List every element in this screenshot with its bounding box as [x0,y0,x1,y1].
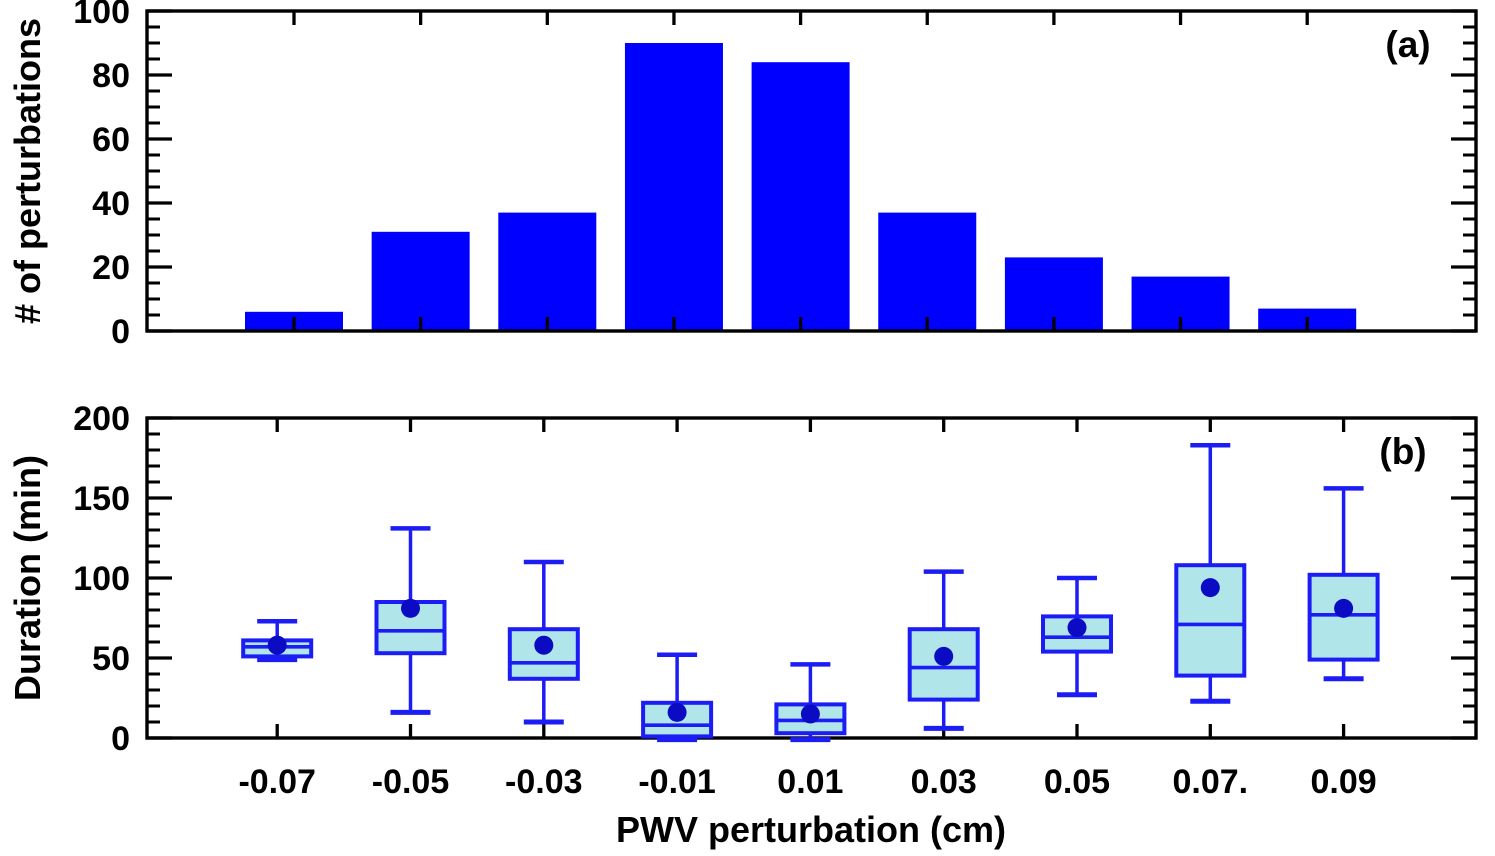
mean-marker [667,702,687,722]
x-tick-label: -0.03 [505,763,583,801]
x-tick-label: -0.07 [238,763,316,801]
histogram-bar [751,62,850,331]
box-plot [1041,575,1113,698]
y-tick-label: 60 [92,121,130,159]
histogram-bar [371,231,470,331]
iqr-box [907,627,980,702]
x-tick-label: -0.05 [372,763,450,801]
mean-marker [800,704,820,724]
x-tick-label: 0.03 [911,763,977,801]
y-tick-label: 40 [92,185,130,223]
y-tick-label: 100 [73,0,130,31]
y-tick-label: 150 [73,480,130,518]
x-axis-title: PWV perturbation (cm) [616,809,1006,850]
mean-marker [267,635,287,655]
panel-frame [145,9,1478,333]
y-tick-label: 0 [111,313,130,351]
histogram-bar [498,212,597,331]
box-plot [774,662,847,743]
y-tick-label: 200 [73,400,130,438]
box-plot [374,526,447,715]
mean-marker [401,598,420,618]
panel-b-label: (b) [1379,431,1426,472]
box-plot [507,559,580,725]
panel-a-label: (a) [1385,24,1430,65]
panel-b-boxplot: 0 50 100 150 200 -0.07 -0.05 -0.03 -0.01 0.01 0.03… [73,400,1478,801]
mean-marker [934,646,954,666]
panel-b-y-axis-title: Duration (min) [7,455,48,701]
box-plot [1174,442,1247,704]
box-plot [641,652,714,743]
box-plot [241,618,314,663]
mean-marker [1200,578,1220,598]
box-plot [907,569,980,731]
box-plot [1307,486,1380,682]
panel-a-y-axis-title: # of perturbations [7,18,48,324]
mean-marker [534,635,554,655]
x-tick-label: 0.01 [777,763,843,801]
panel-a-histogram: 0 20 40 60 80 100 [73,0,1478,351]
histogram-bar [624,43,723,331]
y-tick-label: 0 [111,720,130,758]
x-tick-label: 0.07. [1172,763,1248,801]
y-tick-label: 80 [92,57,130,95]
x-tick-label: 0.05 [1044,763,1110,801]
y-tick-label: 100 [73,560,130,598]
mean-marker [1334,598,1354,618]
y-tick-label: 20 [92,249,130,287]
x-tick-label: 0.09 [1311,763,1377,801]
mean-marker [1067,618,1087,638]
x-tick-label: -0.01 [638,763,716,801]
histogram-bar [878,212,977,331]
y-tick-label: 50 [92,640,130,678]
